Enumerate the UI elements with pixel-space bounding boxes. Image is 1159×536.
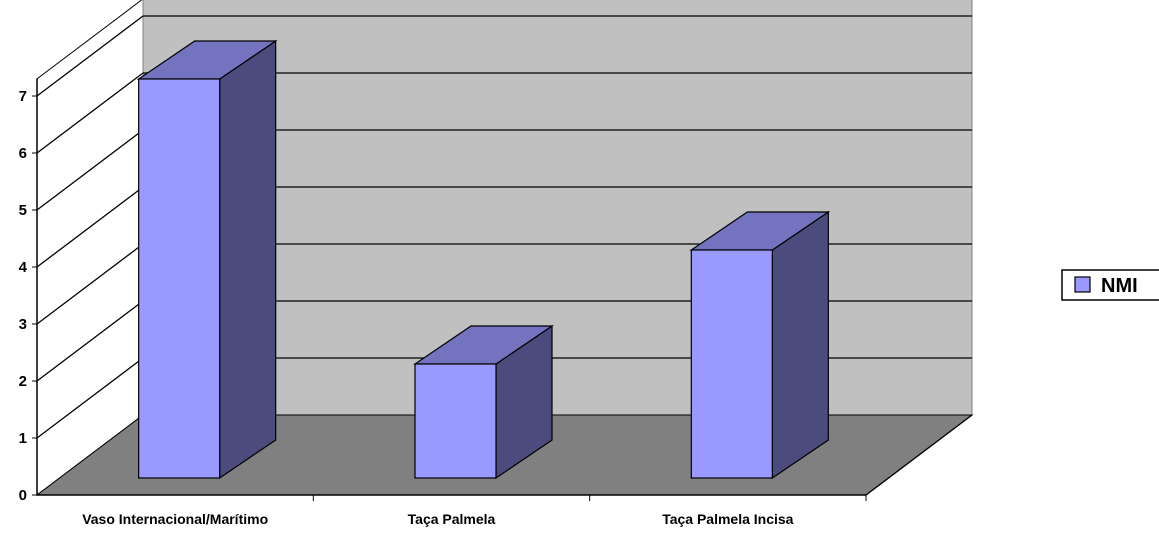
bar xyxy=(689,210,831,480)
bar-side xyxy=(219,39,277,480)
gridline-side xyxy=(36,186,144,268)
y-tick-label: 2 xyxy=(19,373,27,390)
side-wall xyxy=(36,0,144,497)
gridline-side xyxy=(36,300,144,382)
bar-front xyxy=(414,363,497,479)
gridline-side xyxy=(36,243,144,325)
y-tick-label: 5 xyxy=(19,202,27,219)
floor-right-edge xyxy=(865,414,973,496)
y-tick-label: 3 xyxy=(19,316,27,333)
y-tick-label: 4 xyxy=(19,259,28,276)
legend-swatch xyxy=(1074,276,1091,293)
legend-label: NMI xyxy=(1101,275,1138,297)
gridline-side xyxy=(36,72,144,154)
gridline-side xyxy=(36,357,144,439)
x-category-label: Taça Palmela Incisa xyxy=(662,511,793,527)
y-tick-label: 0 xyxy=(19,487,27,504)
y-tick-label: 6 xyxy=(19,145,27,162)
bar-front xyxy=(138,78,221,479)
y-tick-label: 1 xyxy=(19,430,27,447)
x-category-label: Vaso Internacional/Marítimo xyxy=(82,511,268,527)
y-tick-label: 7 xyxy=(19,88,27,105)
bar xyxy=(136,39,278,480)
bar-side xyxy=(771,210,829,480)
bar xyxy=(413,324,554,480)
gridline-side xyxy=(36,129,144,211)
bar-front xyxy=(690,249,773,479)
x-category-label: Taça Palmela xyxy=(408,511,496,527)
gridline-side xyxy=(36,15,144,97)
